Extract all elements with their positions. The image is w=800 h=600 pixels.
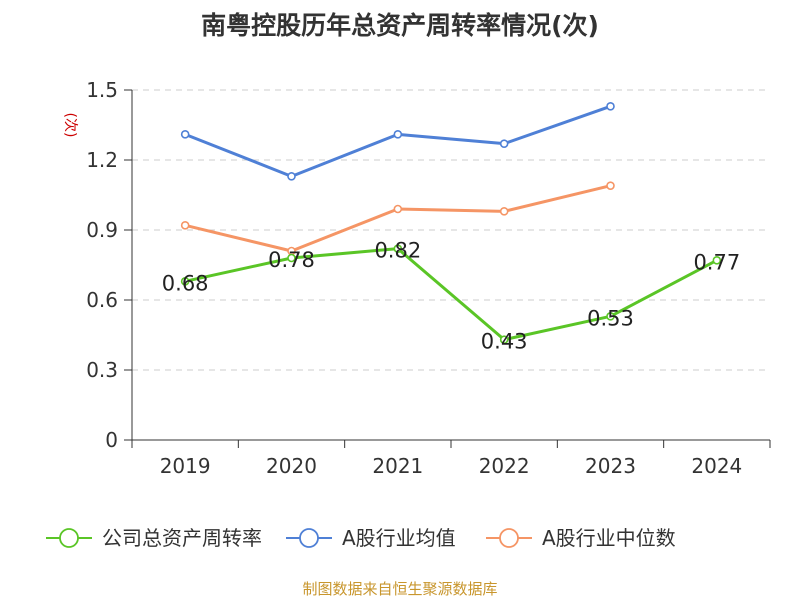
legend-label: A股行业中位数	[542, 526, 676, 550]
legend-swatch-marker	[59, 528, 79, 548]
y-tick-label: 0.9	[86, 218, 118, 242]
gridlines	[132, 89, 770, 371]
data-point	[287, 172, 296, 181]
x-tick-label: 2019	[160, 454, 211, 478]
legend-swatch-marker	[299, 528, 319, 548]
legend-label: A股行业均值	[342, 526, 456, 550]
legend-item-0: 公司总资产周转率	[46, 526, 262, 550]
data-source: 制图数据来自恒生聚源数据库	[302, 580, 498, 598]
series-line	[184, 104, 611, 178]
axes	[131, 90, 770, 441]
data-point	[712, 256, 722, 265]
data-point	[393, 244, 403, 253]
data-point	[499, 335, 509, 344]
series-1	[180, 102, 615, 181]
series-2	[180, 181, 615, 256]
data-point	[606, 102, 615, 111]
data-label: 0.77	[693, 250, 740, 274]
data-label: 0.78	[268, 248, 315, 272]
data-point	[393, 204, 403, 214]
data-label: 0.82	[374, 239, 421, 263]
data-point	[287, 253, 296, 263]
legend-label: 公司总资产周转率	[102, 526, 262, 550]
data-label: 0.53	[587, 306, 634, 330]
y-tick-label: 0.3	[86, 358, 118, 382]
data-label: 0.68	[162, 271, 209, 295]
data-point	[499, 139, 509, 148]
series-line	[184, 247, 718, 342]
data-point	[499, 207, 509, 216]
legend-item-2: A股行业中位数	[486, 526, 676, 550]
y-tick-label: 0	[105, 428, 118, 452]
data-point	[606, 181, 615, 190]
data-point	[180, 221, 190, 230]
x-axis-ticks: 2019 2020 2021 2022 2023 2024	[131, 440, 771, 478]
data-point	[393, 130, 403, 139]
y-axis-ticks: 0 0.3 0.6 0.9 1.2 1.5	[86, 78, 132, 452]
legend: 公司总资产周转率 A股行业均值 A股行业中位数	[46, 526, 676, 550]
data-point	[180, 277, 190, 286]
y-tick-label: 0.6	[86, 288, 118, 312]
x-tick-label: 2022	[479, 454, 530, 478]
chart-title: 南粤控股历年总资产周转率情况(次)	[201, 11, 599, 40]
legend-swatch-marker	[499, 528, 519, 548]
y-tick-label: 1.5	[86, 78, 118, 102]
x-tick-label: 2020	[266, 454, 317, 478]
series-layer: 0.68 0.78 0.82 0.43 0.53 0.77	[162, 102, 740, 354]
x-tick-label: 2023	[585, 454, 636, 478]
data-point	[180, 130, 190, 139]
y-axis-label: (次)	[62, 113, 78, 138]
x-tick-label: 2021	[372, 454, 423, 478]
legend-item-1: A股行业均值	[286, 526, 456, 550]
y-tick-label: 1.2	[86, 148, 118, 172]
data-label: 0.43	[481, 330, 528, 354]
data-point	[606, 312, 615, 321]
x-tick-label: 2024	[691, 454, 742, 478]
series-0: 0.68 0.78 0.82 0.43 0.53 0.77	[162, 239, 740, 354]
